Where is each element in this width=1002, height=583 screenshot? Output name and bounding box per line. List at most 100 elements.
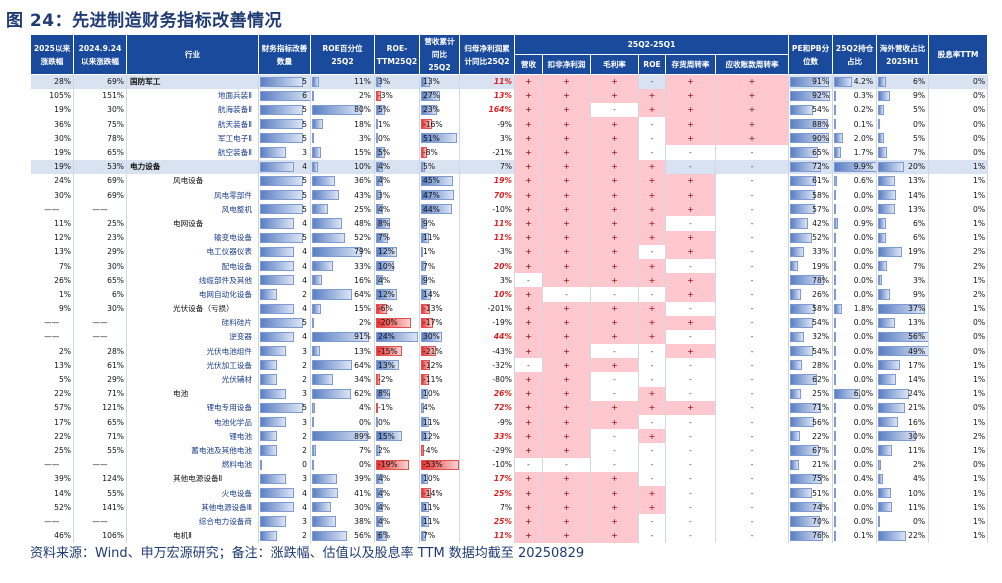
roe-ttm: -2% xyxy=(374,372,420,387)
roe-ttm-value: 3% xyxy=(378,77,391,87)
improve-count: 5 xyxy=(258,173,311,188)
holding: 0.0% xyxy=(832,443,878,458)
industry-name: 风电设备 xyxy=(126,173,259,188)
improve-count: 4 xyxy=(258,216,311,231)
pe-pb-pct: 52% xyxy=(788,230,834,245)
rev-yoy-value: 9% xyxy=(423,275,436,285)
pe-pb-pct-value: 62% xyxy=(812,375,830,385)
qoq-rev: + xyxy=(514,258,543,274)
roe-pct: 3% xyxy=(310,131,375,146)
industry-name: 光伏电池组件 xyxy=(126,344,259,359)
holding-value: 0.0% xyxy=(853,417,874,427)
qoq-gm: + xyxy=(590,159,639,174)
holding-bar xyxy=(834,218,838,229)
roe-ttm-bar xyxy=(376,232,389,243)
chg-2025: —— xyxy=(30,457,74,472)
roe-ttm-bar xyxy=(376,346,403,357)
qoq-inv: - xyxy=(665,500,716,515)
dividend: 1% xyxy=(928,230,989,245)
pe-pb-pct-value: 21% xyxy=(812,460,830,470)
qoq-ar: - xyxy=(715,386,790,401)
pe-pb-pct: 54% xyxy=(788,102,834,118)
pe-pb-pct: 56% xyxy=(788,415,834,430)
rev-yoy-bar xyxy=(421,431,430,442)
overseas-bar xyxy=(878,119,881,130)
rev-yoy-bar xyxy=(421,346,436,357)
improve-count-value: 2 xyxy=(302,289,307,299)
overseas: 13% xyxy=(876,173,930,188)
np-yoy: 7% xyxy=(459,159,515,174)
qoq-gm: + xyxy=(590,88,639,103)
pe-pb-pct-bar xyxy=(790,90,830,101)
rev-yoy-value: 23% xyxy=(423,105,440,115)
dividend: 1% xyxy=(928,273,989,288)
rev-yoy-value: 51% xyxy=(423,133,440,143)
qoq-ar: - xyxy=(715,400,790,415)
chg-2025: 19% xyxy=(30,102,74,118)
qoq-roe: - xyxy=(638,372,666,387)
holding-value: 0.0% xyxy=(853,488,874,498)
np-yoy: 11% xyxy=(459,230,515,245)
roe-pct-value: 91% xyxy=(354,332,371,342)
roe-ttm-bar xyxy=(376,275,384,286)
overseas-value: 7% xyxy=(912,261,926,271)
qoq-np-ex: + xyxy=(542,145,591,160)
chg-since-924: 30% xyxy=(73,301,127,316)
qoq-roe: - xyxy=(638,358,666,373)
roe-ttm: 8% xyxy=(374,386,420,401)
col-roe-ttm: ROE-TTM25Q2 xyxy=(374,34,420,75)
overseas-bar xyxy=(878,317,895,328)
roe-pct-bar xyxy=(312,175,335,186)
holding-bar xyxy=(834,77,853,87)
pe-pb-pct-bar xyxy=(790,246,805,257)
financial-improvement-table: 2025以来涨跌幅 2024.9.24以来涨跌幅 行业 财务指标改善数量 ROE… xyxy=(30,34,989,543)
roe-ttm-value: -19% xyxy=(378,460,398,470)
roe-pct-value: 25% xyxy=(354,204,371,214)
qoq-inv: - xyxy=(665,329,716,345)
np-yoy: 7% xyxy=(459,500,515,515)
overseas: 37% xyxy=(876,301,930,316)
pe-pb-pct-bar xyxy=(790,431,800,442)
pe-pb-pct: 67% xyxy=(788,443,834,458)
rev-yoy-bar xyxy=(421,303,431,314)
qoq-rev: + xyxy=(514,145,543,160)
pe-pb-pct-bar xyxy=(790,77,830,87)
chg-2025: 1% xyxy=(30,287,74,302)
rev-yoy: 9% xyxy=(419,273,460,288)
rev-yoy: 9% xyxy=(419,216,460,231)
np-yoy: 25% xyxy=(459,485,515,501)
improve-count-bar xyxy=(260,104,303,116)
pe-pb-pct: 33% xyxy=(788,244,834,259)
pe-pb-pct-bar xyxy=(790,331,804,343)
holding: 0.0% xyxy=(832,415,878,430)
industry-name: 光伏辅材 xyxy=(126,372,259,387)
holding: 0.0% xyxy=(832,429,878,444)
chg-since-924: 55% xyxy=(73,443,127,458)
overseas-value: 24% xyxy=(908,389,926,399)
qoq-ar: - xyxy=(715,514,790,529)
rev-yoy: 5% xyxy=(419,159,460,174)
chg-since-924: 69% xyxy=(73,74,127,89)
chg-2025: 14% xyxy=(30,485,74,501)
pe-pb-pct: 92% xyxy=(788,88,834,103)
improve-count-value: 3 xyxy=(302,516,307,526)
roe-pct-bar xyxy=(312,90,314,101)
holding-value: 0.0% xyxy=(853,247,874,257)
rev-yoy: 13% xyxy=(419,74,460,89)
improve-count-value: 5 xyxy=(302,204,307,214)
overseas-bar xyxy=(878,388,909,399)
rev-yoy-value: -14% xyxy=(423,488,443,498)
roe-ttm-bar xyxy=(376,104,385,116)
holding-bar xyxy=(834,374,837,385)
qoq-gm: + xyxy=(590,358,639,373)
overseas-value: 2% xyxy=(912,460,926,470)
chg-2025: 9% xyxy=(30,301,74,316)
roe-pct: 89% xyxy=(310,429,375,444)
industry-name: 电机Ⅱ xyxy=(126,528,259,543)
qoq-roe: - xyxy=(638,443,666,458)
rev-yoy-value: 45% xyxy=(423,176,440,186)
overseas: 6% xyxy=(876,230,930,245)
holding-bar xyxy=(834,431,837,442)
holding-bar xyxy=(834,473,837,484)
improve-count-bar xyxy=(260,374,277,385)
